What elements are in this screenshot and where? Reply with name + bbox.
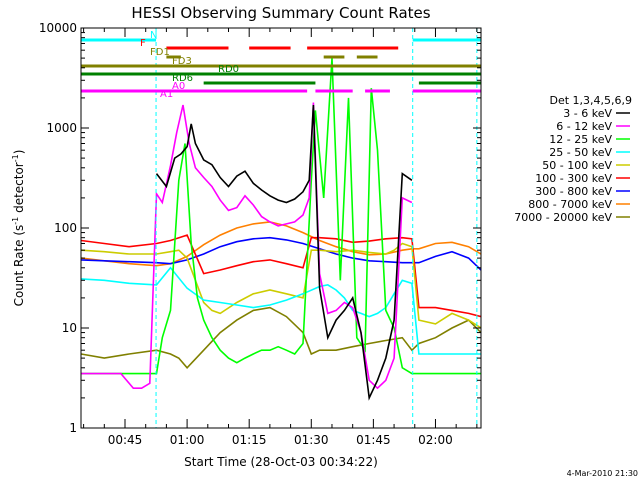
y-label-sup1: -1	[11, 217, 20, 225]
legend-label: 12 - 25 keV	[549, 133, 612, 146]
legend-title: Det 1,3,4,5,6,9	[549, 94, 632, 107]
series-line-12-25-kev	[81, 58, 481, 375]
flag-label-a1: A1	[160, 89, 173, 100]
legend-label: 800 - 7000 keV	[528, 198, 612, 211]
y-tick-label: 10	[62, 321, 77, 335]
legend-label: 3 - 6 keV	[563, 107, 612, 120]
flag-label-fd1: FD1	[150, 47, 170, 58]
series-line-300-800-kev	[81, 236, 481, 271]
y-tick-label: 10000	[39, 21, 77, 35]
x-tick-label: 01:45	[356, 433, 391, 447]
y-tick-label: 1000	[46, 121, 77, 135]
series-line-25-50-kev	[81, 266, 481, 355]
x-tick-label: 00:45	[108, 433, 143, 447]
x-tick-label: 01:00	[170, 433, 205, 447]
flag-label-f: F	[140, 38, 146, 49]
y-label-main: Count Rate (s	[12, 225, 26, 307]
flag-label-rd6: RD6	[172, 73, 193, 84]
x-tick-label: 02:00	[418, 433, 453, 447]
series-line-3-6-kev	[155, 104, 413, 401]
series-group	[81, 58, 481, 401]
flag-label-n: N	[150, 30, 157, 41]
y-label-sup2: -1	[11, 154, 20, 162]
y-axis-label: Count Rate (s-1 detector-1)	[11, 150, 26, 307]
y-tick-label: 1	[69, 421, 77, 435]
y-tick-label: 100	[54, 221, 77, 235]
series-line-50-100-kev	[81, 242, 481, 329]
legend-label: 25 - 50 keV	[549, 146, 612, 159]
flag-label-rd0: RD0	[218, 64, 239, 75]
x-tick-label: 01:15	[232, 433, 267, 447]
y-label-mid: detector	[12, 162, 26, 217]
legend-label: 50 - 100 keV	[542, 159, 612, 172]
flag-label-fd3: FD3	[172, 56, 192, 67]
legend-label: 300 - 800 keV	[535, 185, 612, 198]
footer-timestamp: 4-Mar-2010 21:30	[567, 469, 638, 478]
flag-label-a0: A0	[172, 81, 185, 92]
x-axis-label: Start Time (28-Oct-03 00:34:22)	[184, 455, 378, 469]
x-tick-label: 01:30	[294, 433, 329, 447]
chart-title: HESSI Observing Summary Count Rates	[131, 4, 430, 22]
legend-label: 100 - 300 keV	[535, 172, 612, 185]
legend-label: 6 - 12 keV	[556, 120, 612, 133]
y-label-end: )	[12, 150, 26, 155]
legend-label: 7000 - 20000 keV	[514, 211, 612, 224]
